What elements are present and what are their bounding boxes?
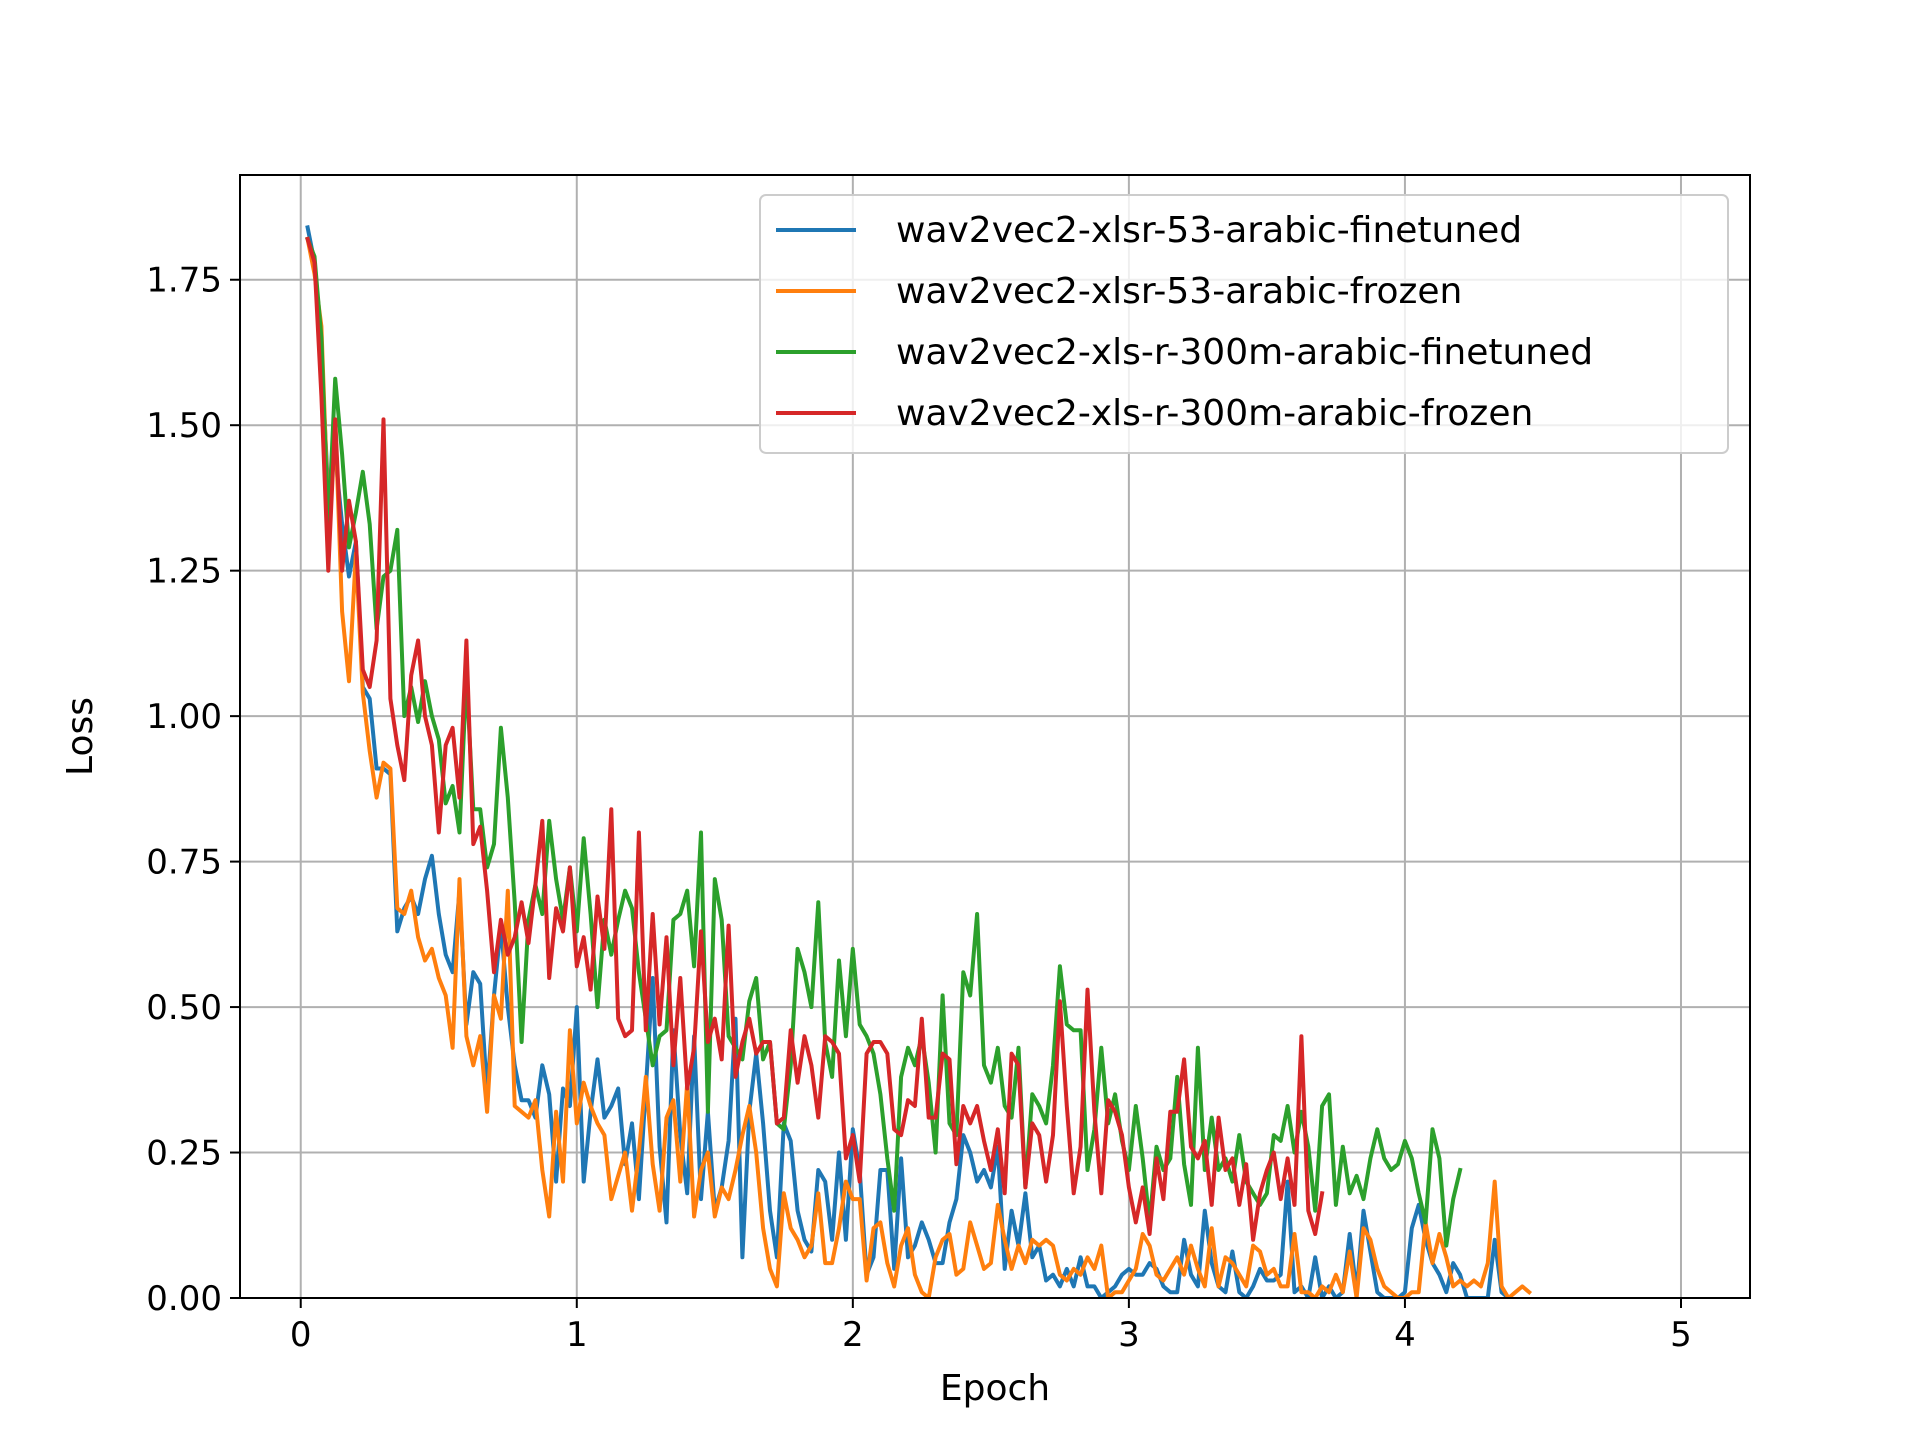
series-line-1 <box>305 225 1512 1298</box>
x-tick-label: 3 <box>1118 1315 1140 1355</box>
plot-frame <box>239 174 1751 1299</box>
legend-label-2: wav2vec2-xlsr-53-arabic-frozen <box>896 271 1462 312</box>
y-tick-label: 1.75 <box>146 261 222 301</box>
series-lines <box>305 225 1533 1298</box>
legend-box <box>759 194 1729 454</box>
y-tick-label: 1.25 <box>146 552 222 592</box>
legend-label-3: wav2vec2-xls-r-300m-arabic-finetuned <box>896 332 1593 373</box>
x-tick-label: 1 <box>566 1315 588 1355</box>
axis-ticks: 0 1 2 3 4 5 0.00 0.25 0.50 0.75 1.00 1.25 1.50 1.75 <box>146 261 1692 1355</box>
x-axis-label: Epoch <box>940 1368 1050 1409</box>
y-tick-label: 0.75 <box>146 843 222 883</box>
x-tick-label: 5 <box>1670 1315 1692 1355</box>
x-tick-label: 4 <box>1394 1315 1416 1355</box>
series-line-3 <box>305 236 1463 1248</box>
legend-label-1: wav2vec2-xlsr-53-arabic-finetuned <box>896 210 1522 251</box>
y-tick-label: 1.00 <box>146 697 222 737</box>
legend: wav2vec2-xlsr-53-arabic-finetuned wav2vec… <box>759 194 1729 454</box>
y-tick-label: 1.50 <box>146 406 222 446</box>
series-line-4 <box>305 236 1325 1242</box>
y-tick-label: 0.50 <box>146 988 222 1028</box>
y-axis-label: Loss <box>60 697 101 776</box>
x-tick-label: 2 <box>842 1315 864 1355</box>
y-tick-label: 0.25 <box>146 1134 222 1174</box>
series-line-2 <box>305 236 1533 1298</box>
legend-label-4: wav2vec2-xls-r-300m-arabic-frozen <box>896 393 1533 434</box>
x-tick-label: 0 <box>290 1315 312 1355</box>
y-tick-label: 0.00 <box>146 1279 222 1319</box>
